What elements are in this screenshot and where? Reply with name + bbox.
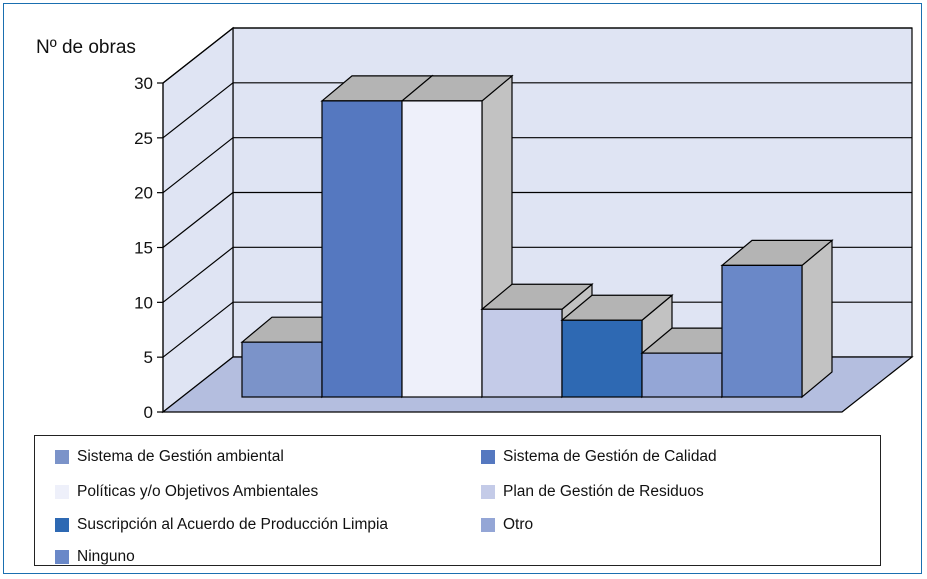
gridline: [162, 191, 912, 248]
legend-item: Sistema de Gestión de Calidad: [481, 448, 717, 466]
bar-side: [801, 239, 833, 399]
bar: [241, 341, 323, 398]
legend-swatch: [55, 450, 69, 464]
legend-item: Plan de Gestión de Residuos: [481, 483, 704, 501]
y-tick-label: 0: [144, 403, 153, 422]
legend-label: Ninguno: [77, 548, 135, 565]
legend-item: Suscripción al Acuerdo de Producción Lim…: [55, 516, 388, 534]
legend-label: Plan de Gestión de Residuos: [503, 483, 704, 500]
y-tick-label: 5: [144, 348, 153, 367]
gridline: [162, 301, 912, 358]
y-tick-label: 10: [134, 293, 153, 312]
bar: [481, 308, 563, 398]
gridline: [162, 27, 912, 84]
y-tick-label: 25: [134, 129, 153, 148]
legend-swatch: [481, 485, 495, 499]
legend-label: Sistema de Gestión de Calidad: [503, 448, 717, 465]
legend-label: Políticas y/o Objetivos Ambientales: [77, 483, 319, 500]
legend-item: Sistema de Gestión ambiental: [55, 448, 284, 466]
legend-swatch: [55, 518, 69, 532]
bar: [721, 264, 803, 398]
legend-label: Otro: [503, 516, 534, 533]
gridline: [162, 137, 912, 194]
bar: [321, 100, 403, 398]
legend-label: Sistema de Gestión ambiental: [77, 448, 284, 465]
legend: Sistema de Gestión ambiental Sistema de G…: [34, 435, 881, 566]
legend-swatch: [55, 485, 69, 499]
legend-swatch: [55, 550, 69, 564]
gridline: [162, 246, 912, 303]
y-tick-label: 15: [134, 239, 153, 258]
legend-swatch: [481, 518, 495, 532]
bar: [561, 319, 643, 398]
legend-swatch: [481, 450, 495, 464]
legend-item: Otro: [481, 516, 533, 534]
y-tick-label: 20: [134, 184, 153, 203]
y-tick-label: 30: [134, 74, 153, 93]
y-axis-label: Nº de obras: [36, 37, 136, 58]
bar: [641, 352, 723, 398]
legend-label: Suscripción al Acuerdo de Producción Lim…: [77, 516, 389, 533]
bar: [401, 100, 483, 398]
legend-item: Políticas y/o Objetivos Ambientales: [55, 483, 318, 501]
gridline: [162, 82, 912, 139]
legend-item: Ninguno: [55, 548, 135, 566]
bar-chart-3d: 0 5 10 15 20 25 30: [134, 26, 914, 422]
